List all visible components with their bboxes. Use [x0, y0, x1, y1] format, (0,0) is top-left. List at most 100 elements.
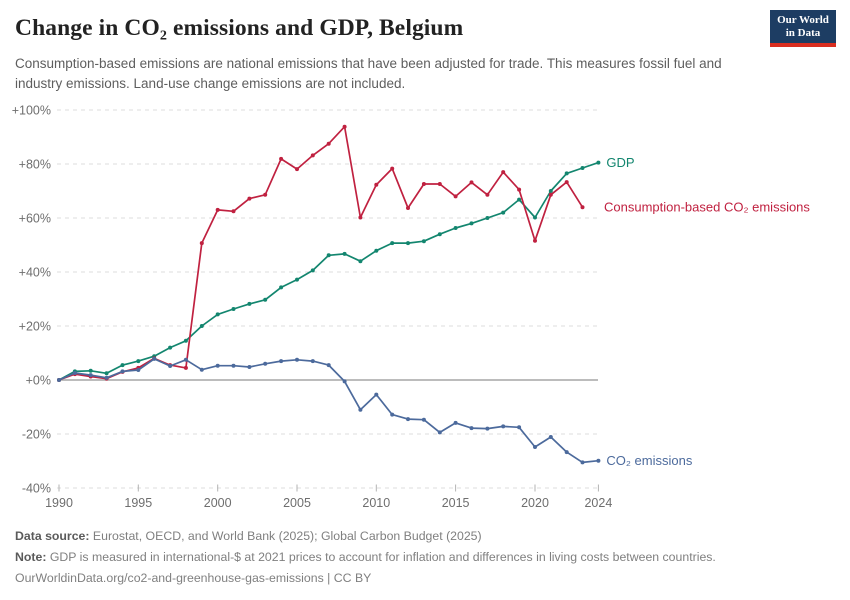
- data-point-consumption-co2[interactable]: [421, 182, 426, 186]
- data-point-consumption-co2[interactable]: [406, 206, 410, 210]
- data-point-co2[interactable]: [136, 368, 141, 372]
- data-point-co2[interactable]: [247, 365, 252, 369]
- series-label-consumption-co2[interactable]: Consumption-based CO₂ emissions: [604, 200, 810, 215]
- data-point-co2[interactable]: [406, 417, 410, 422]
- data-point-consumption-co2[interactable]: [485, 192, 490, 197]
- data-point-consumption-co2[interactable]: [263, 192, 268, 197]
- data-point-consumption-co2[interactable]: [231, 209, 236, 214]
- series-label-co2[interactable]: CO₂ emissions: [606, 453, 692, 468]
- data-point-gdp[interactable]: [168, 345, 173, 350]
- series-line-gdp[interactable]: [58, 161, 600, 381]
- data-point-co2[interactable]: [168, 364, 173, 368]
- data-point-gdp[interactable]: [421, 239, 426, 244]
- data-point-co2[interactable]: [533, 445, 537, 449]
- data-point-gdp[interactable]: [342, 251, 347, 256]
- data-point-gdp[interactable]: [358, 259, 363, 264]
- data-point-gdp[interactable]: [485, 216, 490, 220]
- data-point-gdp[interactable]: [596, 160, 601, 165]
- data-point-consumption-co2[interactable]: [548, 192, 553, 197]
- data-point-consumption-co2[interactable]: [580, 205, 585, 210]
- data-point-gdp[interactable]: [548, 189, 553, 193]
- data-point-co2[interactable]: [453, 420, 458, 425]
- data-point-co2[interactable]: [342, 379, 347, 384]
- data-point-gdp[interactable]: [390, 241, 395, 246]
- data-point-co2[interactable]: [279, 359, 284, 364]
- data-point-co2[interactable]: [231, 363, 236, 368]
- data-point-gdp[interactable]: [136, 359, 141, 364]
- data-point-co2[interactable]: [548, 435, 553, 439]
- data-point-co2[interactable]: [152, 356, 157, 361]
- data-point-consumption-co2[interactable]: [453, 194, 458, 199]
- data-point-co2[interactable]: [580, 460, 585, 465]
- data-point-gdp[interactable]: [88, 368, 93, 373]
- data-point-gdp[interactable]: [215, 312, 220, 317]
- owid-url-link[interactable]: OurWorldinData.org/co2-and-greenhouse-ga…: [15, 571, 324, 585]
- data-point-co2[interactable]: [485, 426, 490, 431]
- data-point-gdp[interactable]: [310, 268, 315, 273]
- data-point-co2[interactable]: [295, 357, 299, 362]
- series-label-gdp[interactable]: GDP: [606, 155, 634, 170]
- data-point-co2[interactable]: [564, 450, 569, 455]
- data-point-consumption-co2[interactable]: [342, 124, 347, 129]
- data-point-gdp[interactable]: [263, 297, 268, 302]
- data-point-co2[interactable]: [358, 407, 363, 412]
- data-point-gdp[interactable]: [295, 277, 299, 282]
- data-point-gdp[interactable]: [247, 301, 252, 306]
- data-point-consumption-co2[interactable]: [533, 238, 537, 243]
- data-point-co2[interactable]: [72, 371, 77, 375]
- data-point-co2[interactable]: [88, 373, 93, 378]
- data-point-consumption-co2[interactable]: [199, 241, 204, 246]
- data-point-co2[interactable]: [517, 425, 522, 430]
- data-point-gdp[interactable]: [437, 232, 442, 237]
- data-point-co2[interactable]: [374, 392, 379, 397]
- data-point-gdp[interactable]: [533, 215, 537, 220]
- data-point-gdp[interactable]: [374, 248, 379, 253]
- data-point-co2[interactable]: [469, 426, 474, 431]
- data-point-gdp[interactable]: [199, 324, 204, 328]
- data-point-co2[interactable]: [421, 417, 426, 422]
- data-point-consumption-co2[interactable]: [326, 141, 331, 146]
- data-point-co2[interactable]: [215, 363, 220, 368]
- data-point-gdp[interactable]: [580, 166, 585, 170]
- data-point-gdp[interactable]: [279, 285, 284, 290]
- data-point-gdp[interactable]: [564, 171, 569, 176]
- data-point-consumption-co2[interactable]: [279, 156, 284, 161]
- data-point-consumption-co2[interactable]: [469, 180, 474, 185]
- data-point-co2[interactable]: [199, 367, 204, 372]
- data-point-gdp[interactable]: [406, 241, 410, 246]
- data-point-consumption-co2[interactable]: [358, 215, 363, 220]
- data-point-consumption-co2[interactable]: [437, 182, 442, 186]
- data-point-co2[interactable]: [596, 458, 601, 463]
- data-point-consumption-co2[interactable]: [501, 170, 506, 175]
- data-point-co2[interactable]: [390, 412, 395, 417]
- data-point-gdp[interactable]: [453, 226, 458, 230]
- data-point-consumption-co2[interactable]: [564, 180, 569, 185]
- data-point-consumption-co2[interactable]: [517, 187, 522, 192]
- data-point-co2[interactable]: [120, 369, 125, 374]
- data-point-gdp[interactable]: [501, 210, 506, 215]
- data-point-co2[interactable]: [263, 361, 268, 366]
- data-point-co2[interactable]: [310, 359, 315, 364]
- data-point-co2[interactable]: [104, 375, 109, 380]
- data-point-gdp[interactable]: [120, 363, 125, 368]
- data-point-consumption-co2[interactable]: [183, 365, 188, 370]
- data-point-co2[interactable]: [326, 363, 331, 368]
- data-point-co2[interactable]: [57, 378, 61, 382]
- data-point-consumption-co2[interactable]: [247, 196, 252, 201]
- data-point-co2[interactable]: [183, 357, 188, 362]
- data-point-consumption-co2[interactable]: [390, 166, 395, 171]
- data-point-consumption-co2[interactable]: [215, 207, 220, 212]
- series-line-co2[interactable]: [58, 358, 600, 464]
- data-point-gdp[interactable]: [469, 221, 474, 226]
- data-point-consumption-co2[interactable]: [310, 153, 315, 158]
- data-point-co2[interactable]: [437, 430, 442, 435]
- data-point-consumption-co2[interactable]: [295, 167, 299, 172]
- owid-logo[interactable]: Our World in Data: [770, 10, 836, 47]
- data-point-gdp[interactable]: [183, 338, 188, 343]
- data-point-co2[interactable]: [501, 424, 506, 429]
- data-point-gdp[interactable]: [104, 371, 109, 376]
- data-point-gdp[interactable]: [326, 253, 331, 258]
- data-point-gdp[interactable]: [517, 197, 522, 202]
- data-point-consumption-co2[interactable]: [374, 182, 379, 187]
- series-line-consumption-co2[interactable]: [58, 125, 584, 381]
